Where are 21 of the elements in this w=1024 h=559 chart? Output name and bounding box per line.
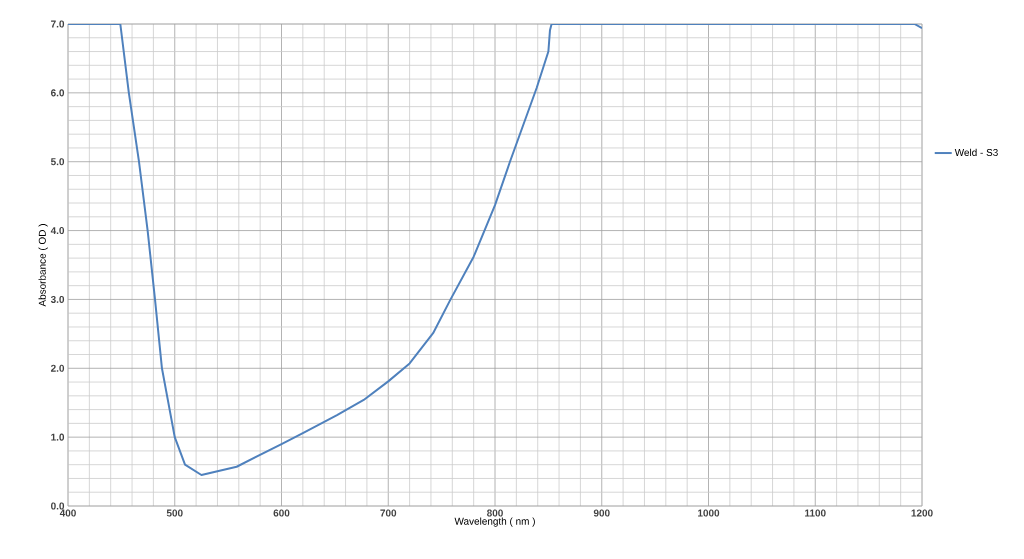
y-tick-label: 0.0 (51, 502, 65, 510)
x-axis-title: Wavelength ( nm ) (454, 517, 535, 527)
x-tick-label: 400 (59, 509, 76, 517)
x-tick-label: 1100 (805, 509, 826, 517)
y-tick-label: 6.0 (50, 89, 65, 97)
y-tick-label: 3.0 (50, 295, 65, 303)
x-tick-label: 800 (487, 509, 503, 517)
line-series (68, 24, 923, 477)
legend-label: Weld - S3 (954, 148, 998, 156)
y-tick-label: 4.0 (50, 227, 65, 235)
x-tick-label: 500 (166, 509, 183, 517)
y-tick-label: 5.0 (50, 158, 65, 166)
y-tick-label: 7.0 (51, 20, 65, 28)
x-tick-label: 600 (273, 509, 290, 517)
y-tick-label: 1.0 (51, 433, 65, 441)
x-tick-label: 1200 (911, 509, 933, 517)
y-axis-title: Absorbance ( OD ) (38, 224, 48, 307)
y-tick-label: 2.0 (50, 364, 65, 372)
x-tick-label: 1000 (698, 509, 720, 517)
x-tick-label: 900 (593, 509, 610, 517)
x-tick-label: 700 (380, 509, 397, 517)
